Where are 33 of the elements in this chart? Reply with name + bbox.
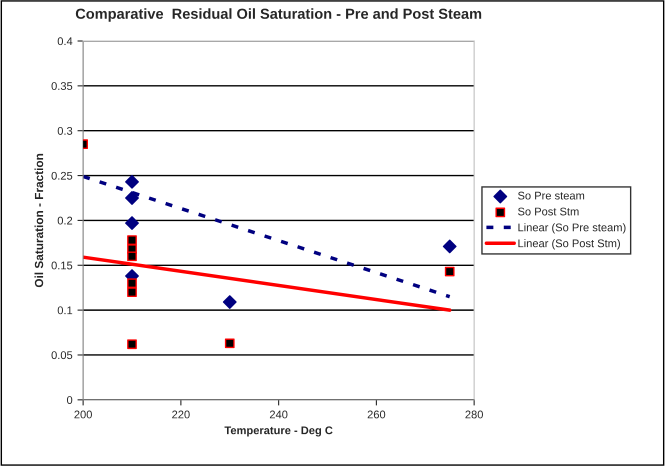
- point: [127, 251, 137, 262]
- y-tick-label: 0.15: [52, 262, 72, 270]
- y-tick-label: 0.3: [58, 126, 72, 135]
- legend-label: So Post Stm: [518, 208, 579, 216]
- legend-label: Linear (So Pre steam): [518, 223, 626, 234]
- point: [125, 174, 139, 189]
- x-tick-label: 220: [172, 410, 190, 418]
- y-tick-label: 0.1: [58, 306, 72, 314]
- point: [222, 295, 237, 309]
- y-tick-label: 0: [66, 396, 72, 404]
- point: [127, 235, 137, 246]
- point: [442, 240, 457, 254]
- point: [224, 338, 235, 348]
- y-tick-label: 0.25: [52, 172, 72, 180]
- point: [125, 216, 139, 230]
- point: [125, 191, 139, 205]
- x-tick-label: 200: [74, 410, 92, 418]
- point: [127, 287, 137, 298]
- y-tick-label: 0.35: [52, 82, 72, 90]
- x-axis-title: Temperature - Deg C: [224, 426, 333, 437]
- x-tick-label: 280: [465, 410, 483, 418]
- x-tick-label: 240: [270, 410, 288, 418]
- y-tick-label: 0.4: [58, 37, 72, 46]
- y-tick-label: 0.05: [52, 351, 72, 360]
- y-tick-label: 0.2: [58, 216, 72, 225]
- point: [127, 339, 137, 350]
- y-axis-title: Oil Saturation - Fraction: [34, 154, 44, 288]
- legend-label: Linear (So Post Stm): [518, 239, 620, 250]
- legend-label: So Pre steam: [518, 192, 584, 200]
- point: [444, 266, 455, 276]
- point: [127, 278, 137, 288]
- chart-title: Comparative Residual Oil Saturation - Pre and Post Steam: [76, 8, 482, 22]
- x-tick-label: 260: [368, 410, 386, 418]
